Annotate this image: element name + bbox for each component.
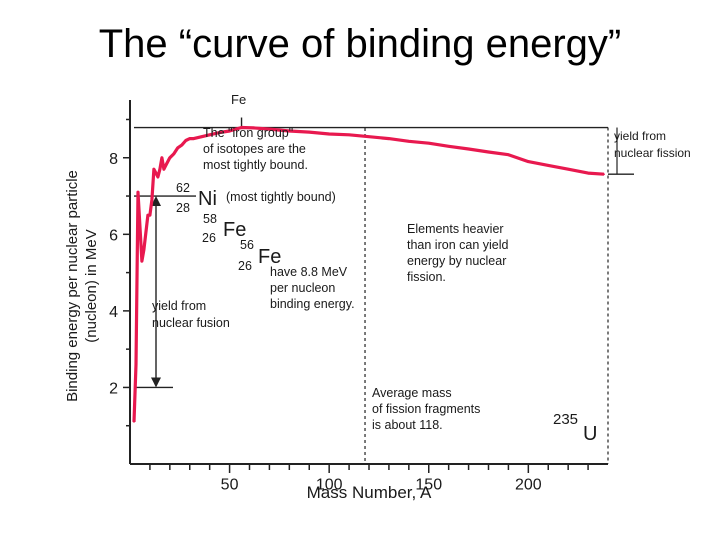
ni-note: (most tightly bound) [226, 190, 336, 204]
curve-point-29 [288, 130, 291, 132]
fusion-arrow-head-down [151, 377, 161, 388]
curve-point-30 [308, 131, 311, 134]
curve-point-39 [487, 151, 490, 153]
iron-group-note-line-1: The "iron group" [203, 126, 293, 140]
fission-yield-label-line-1: yield from [614, 129, 666, 143]
y-tick-label-6: 6 [109, 227, 118, 244]
heavier-elements-note-line-1: Elements heavier [407, 222, 504, 236]
chart-guides [133, 117, 634, 464]
iron-group-note-line-2: of isotopes are the [203, 142, 306, 156]
fusion-yield-label-line-2: nuclear fusion [152, 316, 230, 330]
heavier-elements-note-line-3: energy by nuclear [407, 254, 506, 268]
curve-point-7 [149, 214, 151, 217]
fe-top-label: Fe [231, 92, 246, 107]
y-tick-label-2: 2 [109, 380, 118, 397]
u-mass-number: 235 [553, 411, 578, 428]
fe56-symbol: Fe [258, 246, 281, 268]
avg-fission-fragment-note-line-1: Average mass [372, 386, 452, 400]
curve-point-33 [368, 135, 370, 138]
fe56-note-line-1: have 8.8 MeV [270, 265, 348, 279]
curve-point-20 [188, 137, 191, 140]
avg-fission-fragment-note-line-2: of fission fragments [372, 402, 480, 416]
y-tick-label-8: 8 [109, 151, 118, 168]
x-tick-label-50: 50 [221, 476, 239, 493]
curve-point-21 [192, 137, 195, 140]
curve-point-8 [151, 198, 153, 201]
fe56-note-line-2: per nucleon [270, 281, 335, 295]
curve-point-26 [240, 126, 243, 129]
curve-point-36 [427, 142, 430, 145]
curve-point-6 [147, 214, 149, 217]
fe56-atomic-number: 26 [238, 259, 252, 273]
curve-point-43 [567, 168, 570, 171]
curve-point-19 [184, 139, 187, 142]
curve-point-2 [135, 363, 137, 366]
fe56-mass-number: 56 [240, 238, 254, 252]
curve-point-28 [268, 128, 271, 130]
heavier-elements-note-line-2: than iron can yield [407, 238, 509, 252]
curve-point-17 [176, 146, 179, 149]
x-axis-title: Mass Number, A [307, 483, 432, 502]
curve-point-3 [137, 191, 139, 194]
curve-point-22 [200, 135, 203, 138]
curve-point-38 [467, 148, 470, 150]
curve-point-12 [160, 156, 163, 159]
fe58-atomic-number: 26 [202, 231, 216, 245]
curve-point-32 [348, 133, 350, 136]
curve-point-5 [143, 248, 145, 251]
curve-point-13 [162, 168, 165, 171]
curve-point-14 [164, 164, 167, 167]
y-axis-title-line-2: (nucleon) in MeV [83, 229, 100, 342]
x-tick-label-200: 200 [515, 476, 542, 493]
curve-point-18 [180, 144, 183, 147]
iron-group-note-line-3: most tightly bound. [203, 158, 308, 172]
avg-fission-fragment-note-line-3: is about 118. [372, 418, 443, 432]
y-tick-label-4: 4 [109, 304, 118, 321]
fission-yield-label-line-2: nuclear fission [614, 146, 691, 160]
curve-point-11 [158, 168, 161, 171]
curve-point-1 [133, 420, 135, 423]
fe58-mass-number: 58 [203, 212, 217, 226]
chart-axes: 2 4 6 8 50 100 150 200 Mass Number, A Binding ene… [64, 100, 608, 502]
curve-point-24 [218, 131, 221, 134]
y-axis-title-line-1: Binding energy per nuclear particle [64, 170, 81, 402]
fe58-symbol: Fe [223, 219, 246, 241]
curve-point-9 [153, 168, 155, 171]
fe56-note-line-3: binding energy. [270, 297, 355, 311]
curve-point-44 [587, 172, 589, 174]
curve-point-40 [507, 153, 510, 156]
u-symbol: U [583, 423, 597, 445]
curve-point-37 [447, 145, 450, 148]
curve-point-16 [172, 153, 175, 155]
chart-annotations: Fe The "iron group" of isotopes are the mos… [152, 92, 691, 445]
curve-point-15 [168, 156, 171, 159]
curve-point-45 [603, 173, 605, 176]
curve-point-4 [141, 260, 143, 263]
ni-mass-number: 62 [176, 181, 190, 195]
x-tick-label-150: 150 [415, 476, 442, 493]
ni-atomic-number: 28 [176, 201, 190, 215]
curve-point-34 [388, 137, 390, 140]
heavier-elements-note-line-4: fission. [407, 270, 446, 284]
fusion-yield-label-line-1: yield from [152, 299, 206, 313]
curve-point-27 [252, 127, 255, 129]
curve-point-31 [328, 133, 331, 135]
page-title: The “curve of binding energy” [98, 22, 622, 66]
chart-series [132, 125, 605, 423]
ni-symbol: Ni [198, 188, 217, 210]
curve-point-10 [156, 176, 159, 178]
curve-point-35 [407, 140, 410, 143]
curve-point-42 [547, 164, 550, 167]
curve-point-25 [228, 130, 231, 132]
x-tick-label-100: 100 [316, 476, 343, 493]
curve-point-23 [208, 133, 211, 136]
curve-point-41 [527, 160, 530, 163]
y-axis-title: Binding energy per nuclear particle (nucl… [64, 170, 100, 402]
fusion-arrow-head-up [151, 196, 161, 207]
